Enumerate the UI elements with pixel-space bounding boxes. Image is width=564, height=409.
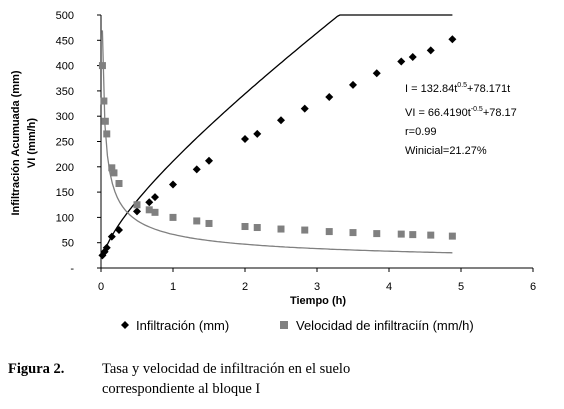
infiltration-point bbox=[133, 207, 141, 216]
winicial-value: Winicial=21.27% bbox=[405, 145, 487, 157]
velocity-point bbox=[427, 231, 435, 239]
velocity-point bbox=[145, 206, 153, 214]
infiltration-point bbox=[169, 180, 177, 189]
x-tick-label: 6 bbox=[530, 281, 536, 293]
y-axis-title-line1: Infiltración Acumuada (mm) bbox=[10, 70, 22, 215]
velocity-point bbox=[325, 228, 333, 236]
x-tick-label: 0 bbox=[98, 281, 104, 293]
velocity-point bbox=[301, 226, 309, 234]
velocity-point bbox=[448, 232, 456, 240]
legend-square-marker bbox=[280, 321, 288, 329]
infiltration-point bbox=[300, 104, 309, 113]
velocity-point bbox=[193, 217, 201, 225]
velocity-point bbox=[151, 208, 159, 216]
infiltration-point bbox=[277, 116, 285, 125]
chart: - 50 100 150 200 250 300 350 400 450 500 0 1 2 3 4 5 6 In… bbox=[10, 10, 536, 333]
x-tick-label: 1 bbox=[170, 281, 176, 293]
infiltration-point bbox=[241, 134, 249, 143]
y-tick-label: 350 bbox=[56, 86, 74, 98]
velocity-point bbox=[397, 230, 405, 238]
legend: Infiltración (mm) Velocidad de infiltrac… bbox=[121, 318, 474, 333]
legend-label-infiltration: Infiltración (mm) bbox=[136, 318, 229, 333]
y-tick-label: 200 bbox=[56, 162, 74, 174]
fit-curves bbox=[101, 14, 453, 258]
figure-caption: Figura 2. Tasa y velocidad de infiltració… bbox=[8, 359, 556, 399]
y-tick-label: 50 bbox=[62, 238, 74, 250]
velocity-point bbox=[253, 224, 261, 232]
y-tick-label: 300 bbox=[56, 111, 74, 123]
x-tick-label: 3 bbox=[314, 281, 320, 293]
caption-line1: Tasa y velocidad de infiltración en el s… bbox=[102, 361, 351, 377]
caption-label: Figura 2. bbox=[8, 361, 65, 377]
equation-infiltration: I = 132.84t0.5+78.171t bbox=[405, 82, 510, 95]
y-tick-label: 150 bbox=[56, 187, 74, 199]
velocity-point bbox=[169, 213, 177, 221]
infiltration-point bbox=[107, 232, 116, 241]
infiltration-point bbox=[408, 52, 417, 61]
infiltration-point bbox=[192, 165, 201, 174]
velocity-point bbox=[409, 231, 417, 239]
r-value: r=0.99 bbox=[405, 126, 437, 138]
equation-velocity: VI = 66.4190t-0.5+78.17 bbox=[405, 106, 517, 119]
velocity-point bbox=[98, 62, 106, 70]
y-tick-label: 500 bbox=[56, 10, 74, 22]
x-tick-label: 4 bbox=[386, 281, 392, 293]
y-tick-label: 250 bbox=[56, 137, 74, 149]
velocity-point bbox=[205, 219, 213, 227]
annotations: I = 132.84t0.5+78.171t VI = 66.4190t-0.5… bbox=[405, 82, 517, 157]
infiltration-point bbox=[349, 80, 357, 89]
y-tick-label: 450 bbox=[56, 35, 74, 47]
velocity-point bbox=[108, 164, 116, 172]
infiltration-point bbox=[102, 243, 111, 252]
infiltration-point bbox=[205, 156, 213, 165]
infiltration-point bbox=[397, 57, 406, 66]
y-tick-label: 400 bbox=[56, 61, 74, 73]
data-markers bbox=[98, 35, 457, 260]
velocity-point bbox=[110, 169, 118, 177]
velocity-point bbox=[241, 223, 249, 231]
velocity-point bbox=[133, 201, 141, 209]
velocity-point bbox=[101, 117, 109, 125]
infiltration-point bbox=[325, 92, 334, 101]
velocity-point bbox=[373, 230, 381, 238]
x-tick-label: 2 bbox=[242, 281, 248, 293]
infiltration-point bbox=[448, 35, 457, 44]
legend-diamond-marker bbox=[121, 321, 129, 329]
infiltration-point bbox=[253, 129, 262, 138]
infiltration-point bbox=[151, 193, 159, 202]
fit-curve bbox=[101, 30, 453, 254]
infiltration-point bbox=[426, 46, 435, 55]
fit-curve bbox=[101, 14, 453, 258]
velocity-point bbox=[103, 130, 111, 138]
x-axis-title: Tiempo (h) bbox=[290, 295, 346, 307]
velocity-point bbox=[100, 97, 108, 105]
velocity-point bbox=[115, 179, 123, 187]
x-tick-label: 5 bbox=[458, 281, 464, 293]
velocity-point bbox=[349, 229, 357, 237]
y-tick-label: 100 bbox=[56, 212, 74, 224]
infiltration-point bbox=[115, 226, 123, 235]
infiltration-point bbox=[145, 198, 154, 207]
infiltration-point bbox=[372, 69, 381, 78]
velocity-point bbox=[277, 225, 285, 233]
y-tick-label: - bbox=[70, 263, 74, 275]
caption-line2: correspondiente al bloque I bbox=[102, 381, 261, 397]
legend-label-velocity: Velocidad de infiltraciín (mm/h) bbox=[296, 318, 474, 333]
y-axis-title-line2: VI (mm/h) bbox=[26, 118, 38, 168]
